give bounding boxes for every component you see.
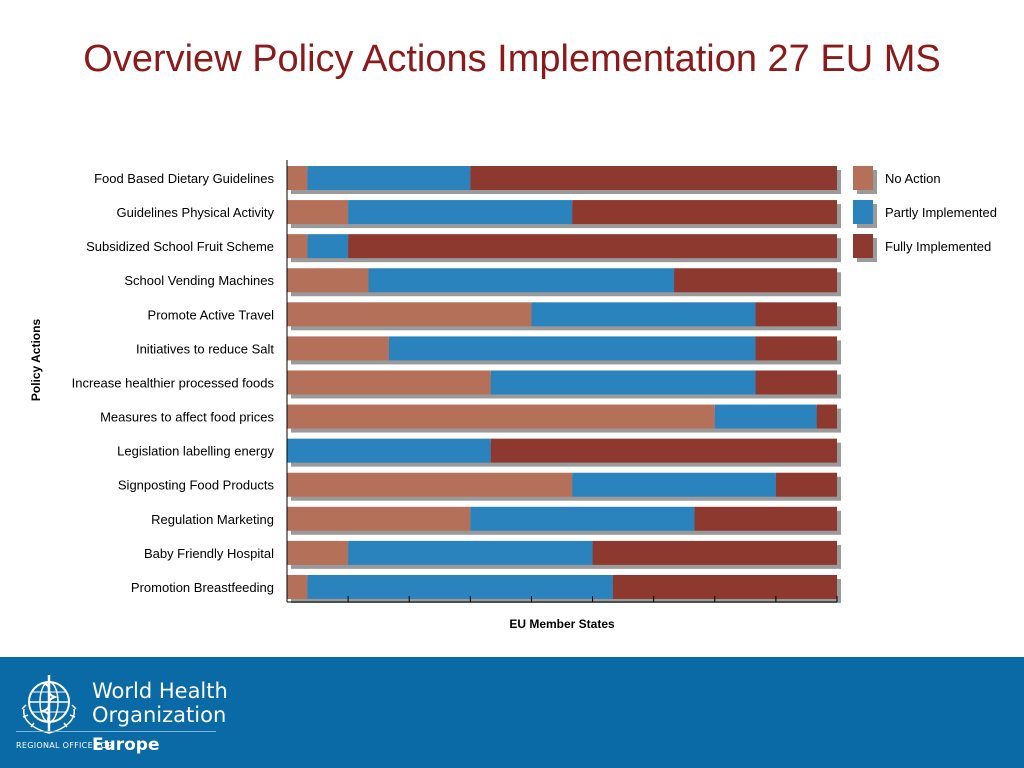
category-label: Promotion Breastfeeding [131, 580, 274, 595]
bar-no-action-increase-healthier-processed-foods [287, 370, 491, 395]
org-name-line2: Organization [92, 703, 227, 727]
footer-banner: World Health Organization REGIONAL OFFIC… [0, 657, 1024, 768]
bar-fully-implemented-promote-active-travel [755, 302, 837, 327]
regional-office-label: REGIONAL OFFICE FOR [16, 741, 114, 750]
bar-no-action-school-vending-machines [287, 268, 369, 293]
bar-fully-implemented-increase-healthier-processed-foods [755, 370, 837, 395]
x-axis-label: EU Member States [509, 617, 615, 631]
page-title: Overview Policy Actions Implementation 2… [83, 38, 941, 80]
bar-fully-implemented-legislation-labelling-energy [490, 438, 837, 463]
y-axis-label: Policy Actions [29, 319, 43, 402]
bar-no-action-baby-friendly-hospital [287, 540, 349, 565]
category-label: Promote Active Travel [148, 307, 275, 322]
bar-partly-implemented-food-based-dietary-guidelines [307, 166, 471, 190]
legend-label-no-action: No Action [885, 171, 941, 186]
stacked-bar-chart: Food Based Dietary Guidelines Guidelines … [29, 160, 997, 631]
bar-partly-implemented-promotion-breastfeeding [307, 574, 613, 599]
category-label: Regulation Marketing [151, 512, 274, 527]
who-emblem-icon [21, 675, 77, 734]
bar-partly-implemented-measures-to-affect-food-prices [714, 404, 817, 429]
legend-swatch-fully-implemented [853, 234, 873, 258]
category-label: Signposting Food Products [118, 478, 275, 493]
region-label: Europe [92, 735, 160, 755]
bar-no-action-promote-active-travel [287, 302, 532, 327]
bar-partly-implemented-signposting-food-products [572, 472, 776, 497]
logo-divider [16, 731, 216, 732]
bar-fully-implemented-promotion-breastfeeding [612, 574, 837, 599]
bar-fully-implemented-food-based-dietary-guidelines [470, 166, 837, 190]
bar-fully-implemented-baby-friendly-hospital [592, 540, 837, 565]
bar-fully-implemented-measures-to-affect-food-prices [816, 404, 837, 429]
category-label: Legislation labelling energy [117, 444, 274, 459]
category-label: Food Based Dietary Guidelines [94, 171, 274, 186]
legend-label-fully-implemented: Fully Implemented [885, 239, 991, 254]
bar-partly-implemented-legislation-labelling-energy [287, 438, 491, 463]
bar-no-action-measures-to-affect-food-prices [287, 404, 715, 429]
bar-fully-implemented-regulation-marketing [694, 506, 837, 531]
category-label: Guidelines Physical Activity [116, 205, 274, 220]
bar-partly-implemented-initiatives-to-reduce-salt [388, 336, 756, 361]
category-label: School Vending Machines [124, 273, 274, 288]
bar-fully-implemented-school-vending-machines [674, 268, 837, 293]
category-label: Baby Friendly Hospital [144, 546, 274, 561]
bar-fully-implemented-guidelines-physical-activity [572, 200, 837, 225]
legend-swatch-no-action [853, 166, 873, 190]
bar-fully-implemented-initiatives-to-reduce-salt [755, 336, 837, 361]
bar-partly-implemented-subsidized-school-fruit-scheme [307, 234, 349, 259]
legend-swatch-partly-implemented [853, 200, 873, 224]
bar-partly-implemented-guidelines-physical-activity [348, 200, 573, 225]
bar-no-action-initiatives-to-reduce-salt [287, 336, 389, 361]
bar-no-action-guidelines-physical-activity [287, 200, 349, 225]
category-label: Initiatives to reduce Salt [136, 341, 274, 356]
legend-label-partly-implemented: Partly Implemented [885, 205, 997, 220]
category-label: Measures to affect food prices [100, 410, 274, 425]
bar-partly-implemented-increase-healthier-processed-foods [490, 370, 756, 395]
bar-partly-implemented-baby-friendly-hospital [348, 540, 593, 565]
bar-no-action-food-based-dietary-guidelines [287, 166, 308, 190]
bar-partly-implemented-promote-active-travel [531, 302, 756, 327]
bar-fully-implemented-subsidized-school-fruit-scheme [348, 234, 837, 259]
bar-no-action-promotion-breastfeeding [287, 574, 308, 599]
bar-partly-implemented-school-vending-machines [368, 268, 675, 293]
category-label: Subsidized School Fruit Scheme [86, 239, 274, 254]
bar-no-action-regulation-marketing [287, 506, 471, 531]
bar-no-action-signposting-food-products [287, 472, 573, 497]
category-label: Increase healthier processed foods [72, 375, 275, 390]
org-name-line1: World Health [92, 679, 228, 703]
bar-partly-implemented-regulation-marketing [470, 506, 695, 531]
bar-fully-implemented-signposting-food-products [775, 472, 837, 497]
bar-no-action-subsidized-school-fruit-scheme [287, 234, 308, 259]
